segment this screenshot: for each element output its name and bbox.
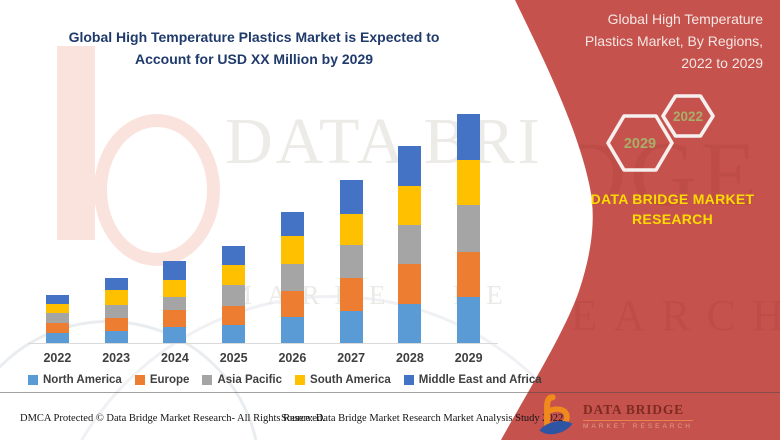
segment-europe — [280, 291, 304, 317]
x-axis-label-2023: 2023 — [102, 351, 131, 365]
segment-europe — [104, 318, 128, 331]
segment-north-america — [280, 317, 304, 343]
bar-2027 — [339, 180, 363, 343]
stacked-bar-chart — [28, 103, 498, 344]
chart-title-line1: Global High Temperature Plastics Market … — [68, 29, 440, 45]
legend-label-europe: Europe — [149, 374, 190, 386]
x-axis-label-2027: 2027 — [337, 351, 366, 365]
segment-north-america — [163, 327, 187, 343]
chart-title-line2: Account for USD XX Million by 2029 — [134, 51, 374, 67]
segment-south-america — [45, 304, 69, 313]
bar-2028 — [398, 146, 422, 343]
bar-2026 — [280, 212, 304, 343]
segment-south-america — [222, 265, 246, 285]
segment-asia-pacific — [398, 225, 422, 264]
segment-north-america — [339, 311, 363, 343]
segment-south-america — [339, 214, 363, 245]
segment-asia-pacific — [457, 205, 481, 252]
dbmr-logo-text: DATA BRIDGE MARKET RESEARCH — [583, 402, 693, 430]
brand-wordmark: DATA BRIDGE MARKET RESEARCH — [575, 189, 770, 229]
legend-swatch-north-america — [28, 375, 38, 385]
segment-asia-pacific — [163, 297, 187, 310]
segment-asia-pacific — [222, 285, 246, 306]
right-panel-title-line1: Global High Temperature — [607, 11, 763, 27]
hexagon-2022-label: 2022 — [673, 109, 703, 124]
legend-swatch-asia-pacific — [202, 375, 213, 385]
legend-swatch-europe — [134, 375, 145, 385]
segment-middle-east-and-africa — [163, 261, 187, 280]
watermark-red-line2: SEARCH — [530, 291, 780, 340]
segment-asia-pacific — [104, 305, 128, 318]
segment-north-america — [104, 331, 128, 343]
segment-middle-east-and-africa — [222, 246, 246, 265]
legend-label-north-america: North America — [43, 374, 122, 386]
x-axis-label-2025: 2025 — [219, 351, 248, 365]
hexagon-2029 — [606, 114, 674, 172]
footer-divider — [0, 392, 780, 393]
right-panel-title-line3: 2022 to 2029 — [681, 55, 763, 71]
legend-swatch-middle-east-and-africa — [403, 375, 414, 385]
x-axis-label-2029: 2029 — [454, 351, 483, 365]
right-panel-title-line2: Plastics Market, By Regions, — [584, 33, 763, 49]
source-note: Source: Data Bridge Market Research Mark… — [281, 413, 564, 424]
hexagon-2022 — [661, 94, 715, 138]
dmca-notice: DMCA Protected © Data Bridge Market Rese… — [20, 413, 325, 424]
segment-south-america — [398, 186, 422, 225]
legend-item-south-america: South America — [295, 374, 391, 386]
legend-item-asia-pacific: Asia Pacific — [202, 374, 282, 386]
segment-south-america — [104, 290, 128, 305]
segment-south-america — [280, 236, 304, 264]
hexagon-2029-label: 2029 — [624, 136, 656, 152]
legend-item-europe: Europe — [134, 374, 190, 386]
segment-europe — [398, 264, 422, 304]
segment-south-america — [163, 280, 187, 297]
x-axis-label-2024: 2024 — [160, 351, 189, 365]
segment-north-america — [45, 333, 69, 343]
segment-middle-east-and-africa — [45, 295, 69, 304]
bar-2022 — [45, 295, 69, 343]
chart-legend: North America Europe Asia Pacific South Ame… — [28, 374, 542, 386]
segment-europe — [339, 278, 363, 311]
segment-asia-pacific — [45, 313, 69, 323]
legend-label-middle-east-and-africa: Middle East and Africa — [418, 374, 542, 386]
dbmr-logo-brand: DATA BRIDGE — [583, 402, 684, 417]
segment-south-america — [457, 160, 481, 205]
x-axis-label-2028: 2028 — [395, 351, 424, 365]
segment-europe — [222, 306, 246, 325]
legend-item-north-america: North America — [28, 374, 122, 386]
dbmr-logo: DATA BRIDGE MARKET RESEARCH — [537, 394, 693, 438]
segment-middle-east-and-africa — [339, 180, 363, 214]
segment-europe — [45, 323, 69, 333]
legend-label-asia-pacific: Asia Pacific — [217, 374, 283, 386]
segment-asia-pacific — [280, 264, 304, 291]
segment-europe — [457, 252, 481, 297]
segment-middle-east-and-africa — [457, 114, 481, 160]
x-axis-label-2022: 2022 — [43, 351, 72, 365]
bar-2024 — [163, 261, 187, 343]
segment-asia-pacific — [339, 245, 363, 278]
legend-label-south-america: South America — [310, 374, 391, 386]
segment-north-america — [222, 325, 246, 343]
legend-item-middle-east-and-africa: Middle East and Africa — [403, 374, 542, 386]
segment-north-america — [398, 304, 422, 343]
segment-europe — [163, 310, 187, 327]
right-panel-title: Global High Temperature Plastics Market,… — [585, 8, 763, 74]
segment-middle-east-and-africa — [280, 212, 304, 236]
bar-2023 — [104, 278, 128, 343]
brand-wordmark-line2: RESEARCH — [632, 211, 713, 227]
segment-north-america — [457, 297, 481, 343]
segment-middle-east-and-africa — [104, 278, 128, 290]
x-axis-label-2026: 2026 — [278, 351, 307, 365]
chart-title: Global High Temperature Plastics Market … — [28, 26, 480, 70]
x-axis-labels: 2022 2023 2024 2025 2026 2027 2028 2029 — [28, 351, 498, 365]
brand-wordmark-line1: DATA BRIDGE MARKET — [590, 191, 755, 207]
bar-2029 — [457, 114, 481, 343]
dbmr-b-icon — [539, 394, 573, 435]
bar-2025 — [222, 246, 246, 343]
hexagon-badges: 2029 2022 — [606, 94, 715, 172]
dbmr-logo-sub: MARKET RESEARCH — [583, 420, 693, 430]
segment-middle-east-and-africa — [398, 146, 422, 186]
legend-swatch-south-america — [295, 375, 306, 385]
